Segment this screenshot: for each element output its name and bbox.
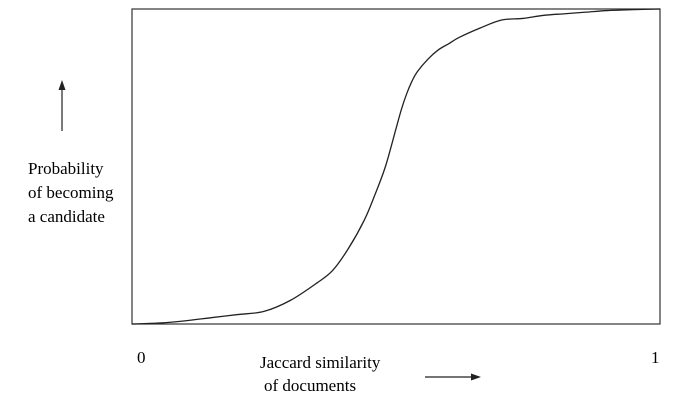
x-axis-label-line-1: Jaccard similarity [260,353,381,372]
x-tick-label-1: 1 [651,348,660,367]
y-axis-arrow [58,80,66,131]
probability-curve [131,8,661,325]
plot-frame [131,8,661,325]
y-axis-label-line-1: Probability [28,159,104,178]
x-tick-label-0: 0 [137,348,146,367]
y-axis-label-line-3: a candidate [28,207,105,226]
x-axis-label-line-2: of documents [264,376,356,395]
x-axis-arrow [425,373,481,381]
y-axis-label-line-2: of becoming [28,183,114,202]
